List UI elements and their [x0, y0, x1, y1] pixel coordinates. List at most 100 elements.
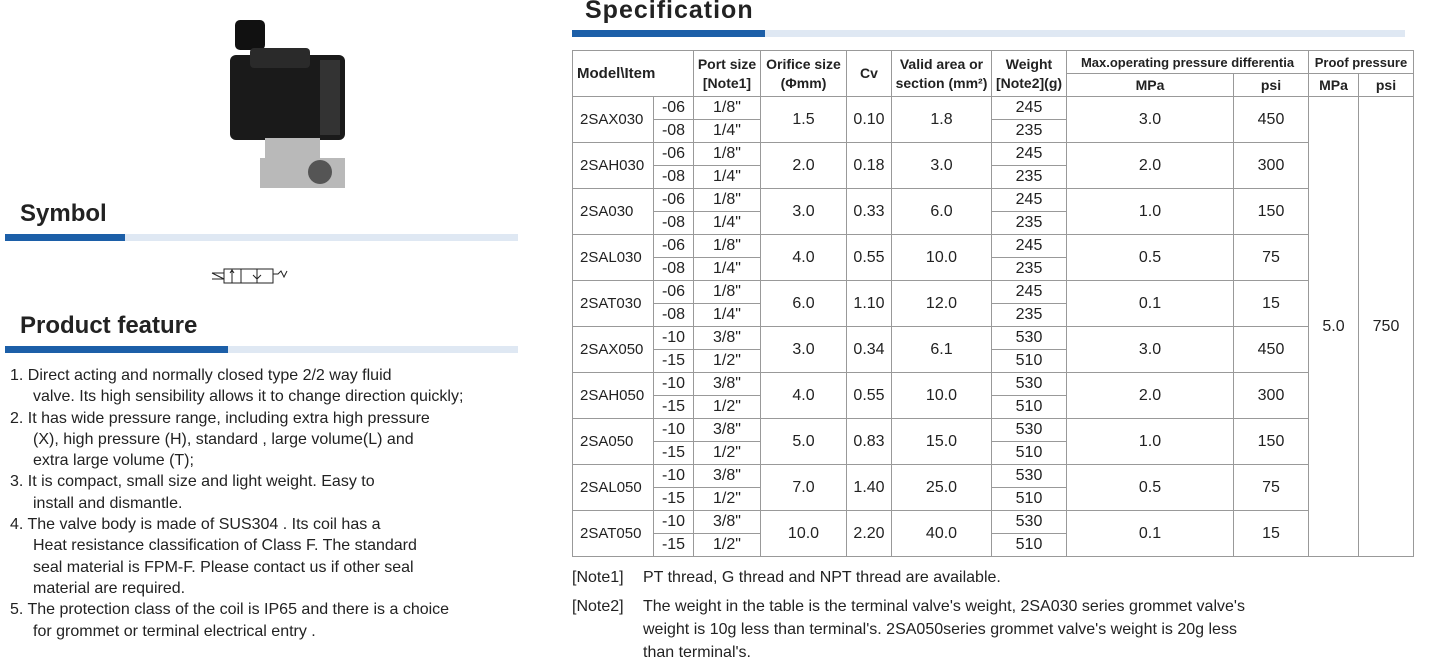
data-row: -08 1/4" 235: [573, 119, 1414, 143]
data-row: 2SAL050 -10 3/8" 7.0 1.40 25.0 530 0.5 75: [572, 464, 1414, 511]
table-cell: 235: [991, 165, 1067, 189]
header-cell: Weight [Note2](g): [991, 50, 1067, 97]
data-row: 2SAT030 -06 1/8" 6.0 1.10 12.0 245 0.1 15: [572, 280, 1414, 327]
data-row: -08 1/4" 235: [573, 257, 1414, 281]
feature-item: 4. The valve body is made of SUS304 . It…: [10, 514, 530, 599]
table-cell: 1/4": [693, 257, 761, 281]
header-cell: Proof pressure: [1308, 50, 1414, 74]
note-body: The weight in the table is the terminal …: [643, 595, 1245, 664]
table-cell: 2.0: [760, 142, 847, 189]
header-text: [Note1]: [702, 74, 752, 91]
title-bar: [5, 234, 518, 241]
table-cell: -15: [653, 441, 694, 465]
table-cell: -10: [653, 418, 694, 442]
feature-line: 3. It is compact, small size and light w…: [10, 473, 375, 491]
feature-line: install and dismantle.: [33, 494, 183, 512]
data-row: 2SAH030 -06 1/8" 2.0 0.18 3.0 245 2.0 300: [572, 142, 1414, 189]
table-cell: 75: [1233, 464, 1309, 511]
note-label: [Note2]: [572, 598, 624, 615]
feature-line: 1. Direct acting and normally closed typ…: [10, 367, 392, 384]
data-row: 2SAX050 -10 3/8" 3.0 0.34 6.1 530 3.0 450: [572, 326, 1414, 373]
table-cell: 1/8": [693, 234, 761, 258]
table-cell: 12.0: [891, 280, 992, 327]
data-row: 2SAH050 -10 3/8" 4.0 0.55 10.0 530 2.0 300: [572, 372, 1414, 419]
table-cell: -15: [653, 395, 694, 419]
feature-line: seal material is FPM-F. Please contact u…: [33, 558, 414, 576]
table-cell: 1.8: [891, 96, 992, 143]
table-cell: 1.0: [1066, 188, 1234, 235]
table-cell: 15: [1233, 280, 1309, 327]
table-cell: 3.0: [760, 326, 847, 373]
data-row: 2SAT050 -10 3/8" 10.0 2.20 40.0 530 0.1 15: [572, 510, 1414, 557]
feature-item: 2. It has wide pressure range, including…: [10, 408, 530, 472]
feature-line: material are required.: [33, 579, 186, 597]
feature-line: 4. The valve body is made of SUS304 . It…: [10, 516, 381, 534]
table-cell: 300: [1233, 372, 1309, 419]
table-cell: 2SAX030: [572, 96, 654, 143]
header-cell: Model\Item: [572, 50, 694, 97]
table-cell: 75: [1233, 234, 1309, 281]
table-cell: 245: [991, 280, 1067, 304]
table-cell: 300: [1233, 142, 1309, 189]
table-cell: -06: [653, 234, 694, 258]
header-text: [Note2](g): [995, 74, 1063, 91]
header-cell: Orifice size (Φmm): [760, 50, 847, 97]
table-cell: 1/8": [693, 280, 761, 304]
feature-line: 2. It has wide pressure range, including…: [10, 409, 430, 427]
table-cell: 1/2": [693, 487, 761, 511]
table-cell: 235: [991, 211, 1067, 235]
table-cell: 2SA050: [572, 418, 654, 465]
table-cell: -15: [653, 533, 694, 557]
note-line: The weight in the table is the terminal …: [643, 598, 1245, 615]
table-cell: -08: [653, 211, 694, 235]
table-cell: -06: [653, 96, 694, 120]
table-cell: 530: [991, 464, 1067, 488]
header-cell: Cv: [846, 50, 892, 97]
header-text: section (mm²): [895, 74, 988, 91]
table-cell: -10: [653, 464, 694, 488]
table-cell: -06: [653, 142, 694, 166]
table-cell: -08: [653, 165, 694, 189]
header-cell: Port size [Note1]: [693, 50, 761, 97]
feature-line: Heat resistance classification of Class …: [33, 537, 417, 555]
feature-line: valve. Its high sensibility allows it to…: [33, 388, 464, 406]
feature-item: 3. It is compact, small size and light w…: [10, 471, 530, 514]
table-cell: 1/4": [693, 303, 761, 327]
table-cell: 15: [1233, 510, 1309, 557]
table-cell: 2SAT030: [572, 280, 654, 327]
table-cell: 1/8": [693, 96, 761, 120]
data-row: -08 1/4" 235: [573, 303, 1414, 327]
table-cell: -10: [653, 510, 694, 534]
header-cell: MPa: [1308, 73, 1359, 97]
table-cell: 750: [1358, 96, 1414, 557]
header-text: Port size: [697, 55, 757, 72]
header-cell: Valid area or section (mm²): [891, 50, 992, 97]
title-bar: [572, 30, 1405, 37]
note-line: PT thread, G thread and NPT thread are a…: [643, 569, 1001, 586]
table-cell: 3.0: [1066, 326, 1234, 373]
feature-item: 1. Direct acting and normally closed typ…: [10, 365, 530, 408]
data-row: 2SAX030 -06 1/8" 1.5 0.10 1.8 245 3.0 450 5.0 750: [572, 96, 1414, 557]
table-cell: 1/4": [693, 211, 761, 235]
header-cell: MPa: [1066, 73, 1234, 97]
note-label: [Note1]: [572, 569, 624, 586]
header-text: Orifice size: [766, 55, 841, 72]
table-cell: 3/8": [693, 510, 761, 534]
data-row: -08 1/4" 235: [573, 165, 1414, 189]
feature-item: 5. The protection class of the coil is I…: [10, 599, 530, 642]
data-row: 2SA030 -06 1/8" 3.0 0.33 6.0 245 1.0 150: [572, 188, 1414, 235]
table-cell: 1.40: [846, 464, 892, 511]
data-row: -15 1/2" 510: [573, 533, 1414, 557]
note: [Note2] The weight in the table is the te…: [572, 595, 1245, 664]
spec-table: Model\Item Port size [Note1] Orifice size (Φ…: [572, 50, 1414, 557]
table-cell: 510: [991, 349, 1067, 373]
feature-line: 5. The protection class of the coil is I…: [10, 601, 450, 619]
section-title: Specification: [585, 0, 754, 24]
table-cell: 3/8": [693, 326, 761, 350]
note: [Note1] PT thread, G thread and NPT threa…: [572, 566, 1245, 589]
table-cell: 530: [991, 418, 1067, 442]
table-cell: 10.0: [891, 372, 992, 419]
table-cell: 2SAH030: [572, 142, 654, 189]
table-cell: 0.18: [846, 142, 892, 189]
